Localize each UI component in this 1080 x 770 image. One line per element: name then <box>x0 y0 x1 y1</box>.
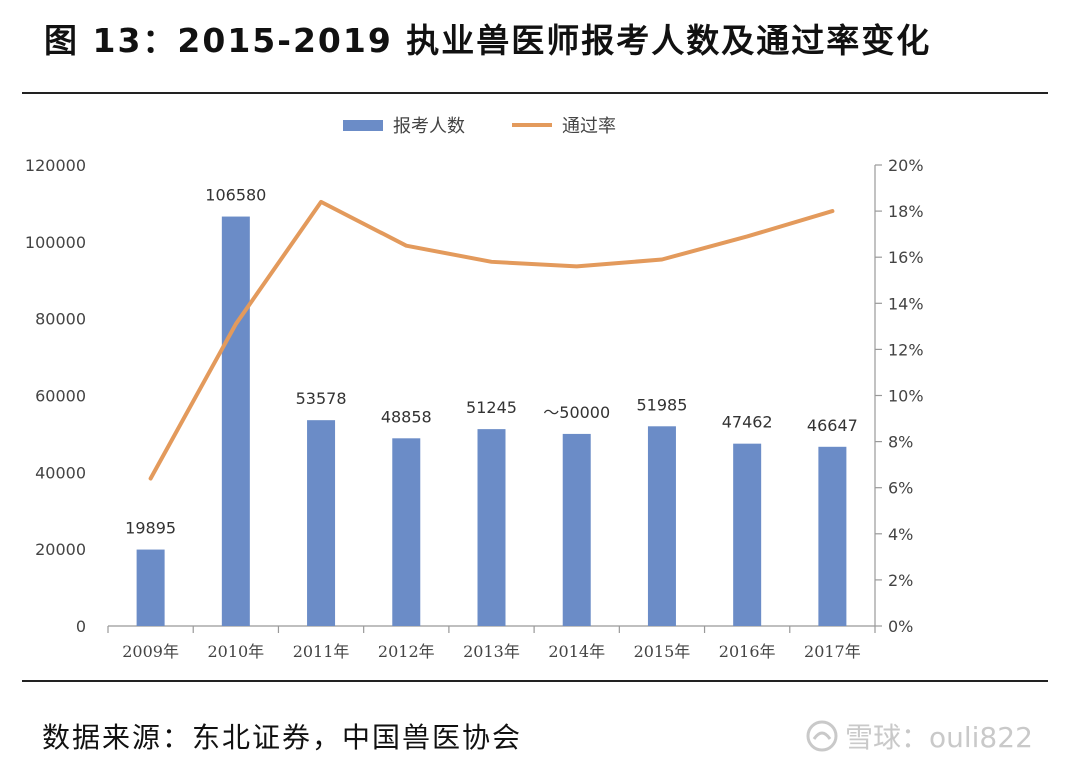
left-tick-label: 80000 <box>35 310 86 329</box>
right-tick-label: 18% <box>888 202 924 221</box>
x-tick-label: 2016年 <box>719 642 776 661</box>
right-tick-label: 2% <box>888 571 913 590</box>
legend-label-bar: 报考人数 <box>393 116 465 137</box>
x-tick-label: 2011年 <box>293 642 350 661</box>
watermark-text: 雪球：ouli822 <box>845 721 1033 754</box>
right-tick-label: 16% <box>888 248 924 267</box>
bar <box>818 446 847 626</box>
bar-data-label: 51985 <box>636 395 687 414</box>
chart-legend: 报考人数 通过率 <box>0 112 1080 138</box>
left-tick-label: 60000 <box>35 387 86 406</box>
right-tick-label: 14% <box>888 294 924 313</box>
x-tick-label: 2012年 <box>378 642 435 661</box>
figure-title: 图 13：2015-2019 执业兽医师报考人数及通过率变化 <box>44 21 932 60</box>
bar <box>136 549 165 626</box>
legend-item-line: 通过率 <box>512 112 616 138</box>
bar <box>392 438 421 626</box>
left-tick-label: 0 <box>76 617 86 636</box>
legend-swatch-line <box>512 123 552 127</box>
bar <box>733 443 762 626</box>
right-tick-label: 4% <box>888 525 913 544</box>
top-rule <box>22 92 1048 94</box>
right-tick-label: 12% <box>888 340 924 359</box>
bar-data-label: 19895 <box>125 519 176 538</box>
snowball-logo-icon <box>806 720 838 752</box>
left-tick-label: 20000 <box>35 540 86 559</box>
x-tick-label: 2013年 <box>463 642 520 661</box>
combo-chart: 0 20000 40000 60000 80000 100000 120000 0% 2% 4% 6… <box>25 156 924 661</box>
legend-swatch-bar <box>343 119 383 131</box>
bar-data-label: 51245 <box>466 398 517 417</box>
right-tick-label: 0% <box>888 617 913 636</box>
bar-data-label: 47462 <box>722 413 773 432</box>
left-tick-label: 100000 <box>25 233 86 252</box>
bar <box>221 216 250 626</box>
bar <box>477 429 506 626</box>
right-tick-label: 8% <box>888 433 913 452</box>
bar-data-label: ～50000 <box>543 403 610 422</box>
legend-item-bar: 报考人数 <box>343 112 465 138</box>
legend-label-line: 通过率 <box>562 116 616 137</box>
x-tick-label: 2010年 <box>207 642 264 661</box>
bottom-rule <box>22 680 1048 682</box>
bar-data-label: 46647 <box>807 416 858 435</box>
bar <box>647 426 676 626</box>
left-tick-label: 40000 <box>35 463 86 482</box>
bar-data-label: 53578 <box>296 389 347 408</box>
watermark: 雪球：ouli822 <box>805 716 1033 756</box>
x-tick-label: 2015年 <box>634 642 691 661</box>
bar <box>307 420 336 626</box>
right-tick-label: 6% <box>888 479 913 498</box>
x-tick-label: 2014年 <box>548 642 605 661</box>
x-tick-label: 2017年 <box>804 642 861 661</box>
bar-data-label: 48858 <box>381 407 432 426</box>
x-tick-label: 2009年 <box>122 642 179 661</box>
bar-data-label: 106580 <box>205 186 266 205</box>
source-note: 数据来源：东北证券，中国兽医协会 <box>42 721 523 754</box>
right-tick-label: 20% <box>888 156 924 175</box>
left-tick-label: 120000 <box>25 156 86 175</box>
bar <box>562 433 591 626</box>
right-tick-label: 10% <box>888 387 924 406</box>
